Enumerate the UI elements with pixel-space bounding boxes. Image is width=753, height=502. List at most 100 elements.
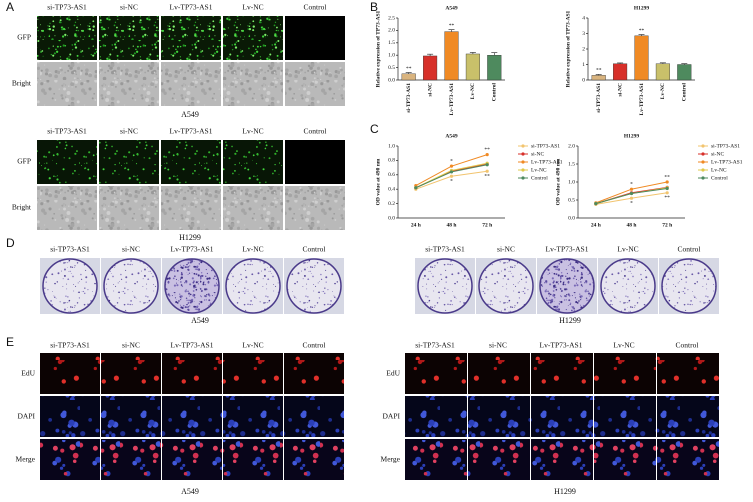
colony-dish (164, 258, 220, 314)
significance: * (630, 181, 633, 187)
column-header: si-NC (497, 245, 515, 254)
x-tick-label: 24 h (591, 222, 601, 228)
point (449, 174, 454, 178)
column-header: si-NC (489, 341, 507, 350)
y-tick-label: 2.5 (388, 15, 395, 21)
legend-marker (701, 168, 705, 172)
colony-dish (103, 258, 159, 314)
point (485, 169, 489, 173)
caption: A549 (181, 487, 199, 496)
row-label: DAPI (382, 412, 400, 421)
point (594, 202, 598, 206)
bar (487, 55, 502, 81)
bar (634, 35, 649, 81)
bright-image (37, 62, 97, 106)
y-tick-label: 0.5 (568, 197, 575, 203)
column-header: Control (303, 341, 326, 350)
panel-letter: C (370, 122, 379, 136)
edu-image (101, 353, 161, 394)
point (629, 196, 634, 200)
edu-image (468, 353, 530, 394)
y-tick-label: 1.0 (388, 52, 395, 58)
caption: H1299 (179, 233, 201, 242)
bright-image (161, 62, 221, 106)
error-bar (659, 62, 666, 64)
gfp-image (285, 140, 345, 184)
x-tick-label: si-TP73-AS1 (406, 83, 412, 113)
significance: ** (484, 173, 490, 179)
row-label: DAPI (17, 412, 35, 421)
column-header: Lv-TP73-AS1 (171, 341, 214, 350)
legend-marker (521, 152, 525, 156)
panel-letter: E (6, 335, 14, 349)
legend-marker (521, 168, 525, 172)
bright-image (285, 62, 345, 106)
column-header: si-TP73-AS1 (50, 245, 90, 254)
bar (401, 73, 416, 81)
colony-dish (225, 258, 281, 314)
edu-image (531, 353, 593, 394)
legend-label: si-NC (711, 151, 724, 157)
point (485, 163, 489, 167)
chart-title: A549 (445, 133, 457, 139)
point (449, 170, 454, 174)
legend-label: si-TP73-AS1 (711, 143, 740, 149)
column-header: si-TP73-AS1 (47, 3, 87, 12)
legend-marker (701, 160, 705, 164)
significance: * (450, 158, 453, 164)
merge-image (40, 439, 100, 480)
panel-letter: D (6, 236, 15, 250)
gfp-image (37, 140, 97, 184)
y-tick-label: 0.0 (388, 215, 395, 221)
x-tick-label: 48 h (627, 222, 637, 228)
bright-image (99, 186, 159, 230)
x-tick-label: 48 h (447, 222, 457, 228)
row-label: EdU (386, 369, 400, 378)
point (629, 191, 634, 196)
legend-label: si-TP73-AS1 (531, 143, 560, 149)
significance: ** (449, 23, 455, 29)
y-tick-label: 3 (582, 31, 585, 37)
dapi-image (284, 396, 344, 437)
y-tick-label: 2.0 (568, 143, 575, 149)
column-header: si-TP73-AS1 (415, 341, 455, 350)
column-header: si-TP73-AS1 (50, 341, 90, 350)
bar (444, 31, 459, 81)
legend-marker (701, 176, 705, 180)
column-header: Lv-NC (613, 341, 634, 350)
legend-marker (701, 144, 705, 148)
point (414, 186, 418, 190)
legend-marker (521, 176, 525, 180)
colony-dish (600, 258, 656, 314)
bar (465, 53, 480, 81)
error-bar (448, 29, 455, 32)
column-header: Lv-NC (242, 127, 263, 136)
dapi-image (594, 396, 656, 437)
significance: ** (664, 195, 670, 201)
bar (423, 55, 438, 81)
significance: ** (484, 147, 490, 153)
merge-image (405, 439, 467, 480)
dapi-image (531, 396, 593, 437)
significance: ** (406, 66, 412, 72)
x-tick-label: 72 h (662, 222, 672, 228)
significance: * (450, 179, 453, 185)
bright-image (285, 186, 345, 230)
point (449, 164, 454, 168)
column-header: Lv-TP73-AS1 (170, 127, 213, 136)
x-tick-label: Control (682, 83, 688, 102)
chart-title: H1299 (624, 133, 640, 139)
column-header: Lv-NC (617, 245, 638, 254)
bar (655, 63, 670, 81)
legend-marker (701, 152, 705, 156)
legend-label: Control (711, 175, 728, 181)
point (665, 180, 669, 184)
row-label: EdU (21, 369, 35, 378)
y-tick-label: 0.4 (388, 186, 395, 192)
y-tick-label: 2.0 (388, 28, 395, 34)
bright-image (37, 186, 97, 230)
edu-image (223, 353, 283, 394)
row-label: Merge (16, 455, 36, 464)
error-bar (681, 63, 688, 65)
